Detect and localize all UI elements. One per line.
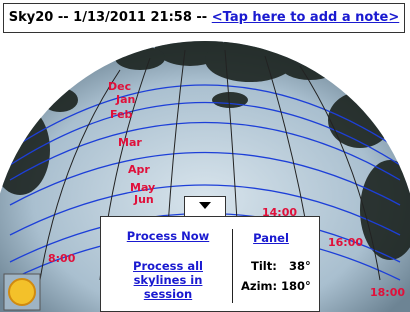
arrow-icon: [185, 197, 225, 217]
process-now-link[interactable]: Process Now: [109, 229, 227, 243]
azim-label: Azim:: [241, 279, 277, 293]
header-title: Sky20 -- 1/13/2011 21:58 --: [9, 10, 207, 25]
month-label: Jun: [133, 193, 154, 206]
app-screen: Dec Jan Feb Mar Apr May Jun 8:00 14:00 1…: [0, 0, 410, 312]
sun-button[interactable]: [4, 274, 40, 310]
header-bar: Sky20 -- 1/13/2011 21:58 -- <Tap here to…: [3, 3, 405, 33]
month-label: Feb: [110, 108, 133, 121]
add-note-link[interactable]: <Tap here to add a note>: [212, 10, 400, 25]
action-panel: Process Now Process all skylines in sess…: [100, 216, 320, 312]
hour-label: 18:00: [370, 286, 405, 299]
tilt-value: 38°: [289, 259, 311, 273]
hour-label: 16:00: [328, 236, 363, 249]
month-label: Dec: [108, 80, 131, 93]
panel-link[interactable]: Panel: [251, 231, 291, 245]
month-label: Mar: [118, 136, 142, 149]
month-label: Apr: [128, 163, 150, 176]
separator: [232, 229, 233, 303]
process-all-link[interactable]: Process all skylines in session: [115, 259, 221, 301]
tilt-label: Tilt:: [251, 259, 277, 273]
hour-label: 8:00: [48, 252, 76, 265]
collapse-button[interactable]: [184, 196, 226, 216]
azim-value: 180°: [281, 279, 311, 293]
month-label: Jan: [115, 93, 135, 106]
